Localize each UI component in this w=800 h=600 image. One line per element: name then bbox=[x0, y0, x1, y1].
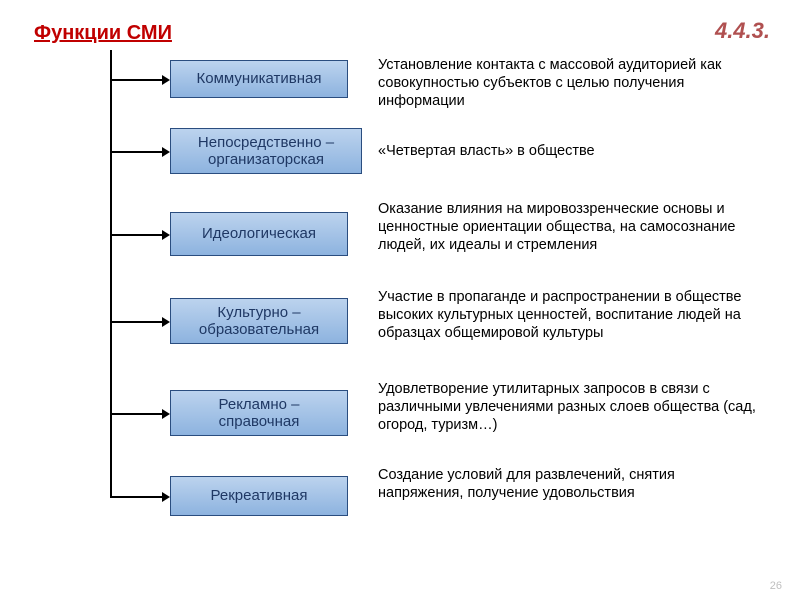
connector-line bbox=[110, 413, 164, 415]
function-description: Удовлетворение утилитарных запросов в св… bbox=[378, 380, 763, 434]
function-description: Создание условий для развлечений, снятия… bbox=[378, 466, 763, 502]
page-number: 26 bbox=[770, 580, 782, 592]
arrowhead-icon bbox=[162, 409, 170, 419]
function-box: Рекреативная bbox=[170, 476, 348, 516]
function-box: Коммуникативная bbox=[170, 60, 348, 98]
connector-line bbox=[110, 321, 164, 323]
function-box: Непосредственно – организаторская bbox=[170, 128, 362, 174]
function-description: Оказание влияния на мировоззренческие ос… bbox=[378, 200, 763, 254]
section-number: 4.4.3. bbox=[715, 18, 770, 44]
tree-stem bbox=[110, 50, 112, 497]
arrowhead-icon bbox=[162, 75, 170, 85]
arrowhead-icon bbox=[162, 492, 170, 502]
function-description: Установление контакта с массовой аудитор… bbox=[378, 56, 763, 110]
arrowhead-icon bbox=[162, 147, 170, 157]
connector-line bbox=[110, 234, 164, 236]
connector-line bbox=[110, 79, 164, 81]
connector-line bbox=[110, 151, 164, 153]
arrowhead-icon bbox=[162, 230, 170, 240]
function-description: Участие в пропаганде и распространении в… bbox=[378, 288, 763, 342]
arrowhead-icon bbox=[162, 317, 170, 327]
function-box: Идеологическая bbox=[170, 212, 348, 256]
page-title: Функции СМИ bbox=[34, 22, 172, 45]
function-box: Культурно – образовательная bbox=[170, 298, 348, 344]
function-description: «Четвертая власть» в обществе bbox=[378, 142, 763, 160]
connector-line bbox=[110, 496, 164, 498]
functions-diagram: Коммуникативная Установление контакта с м… bbox=[100, 50, 770, 580]
function-box: Рекламно – справочная bbox=[170, 390, 348, 436]
